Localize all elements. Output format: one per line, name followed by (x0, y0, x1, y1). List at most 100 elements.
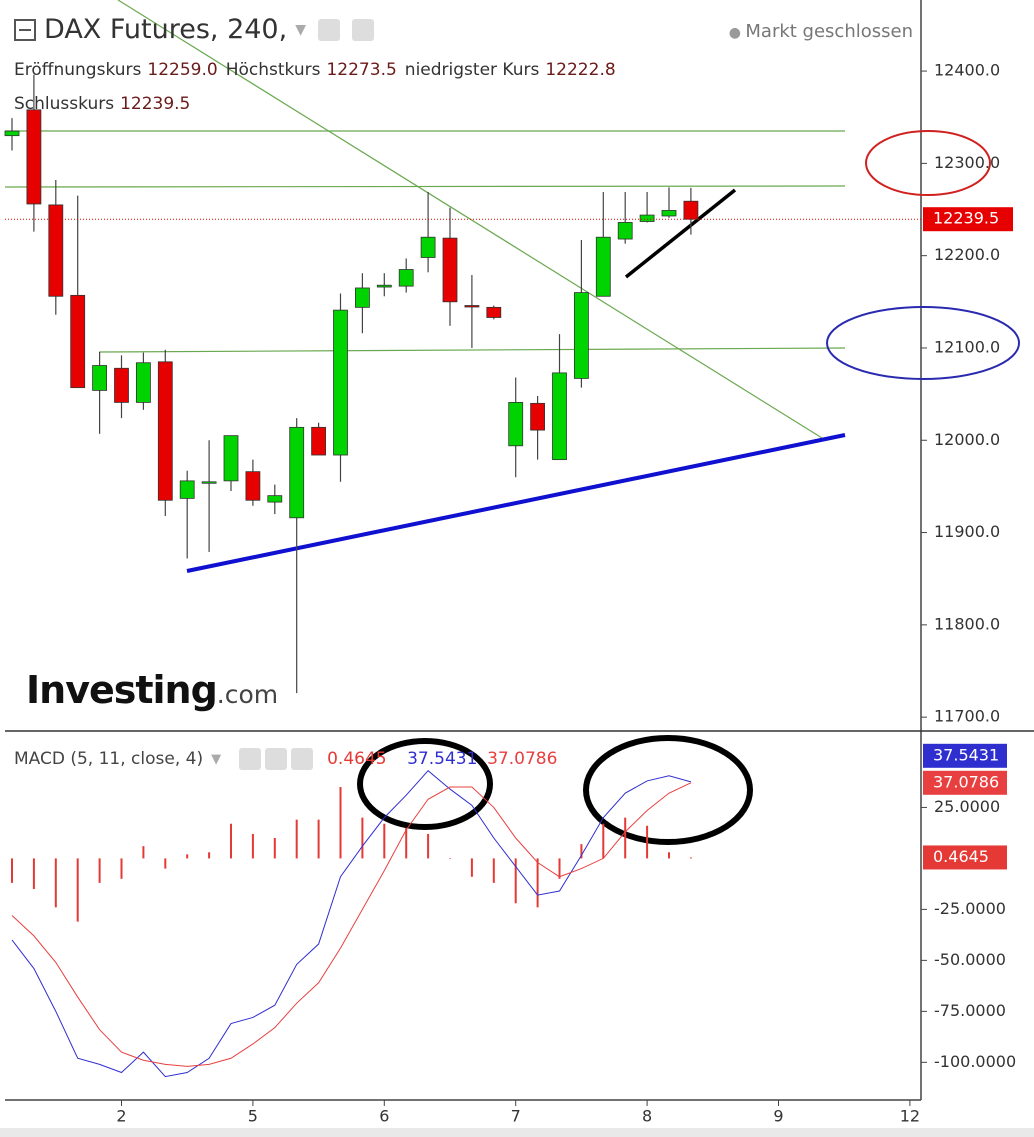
y-tick-label: -25.0000 (934, 899, 1006, 918)
candle-body (552, 372, 567, 461)
chart-header: DAX Futures, 240, ▼ (14, 14, 374, 45)
price-tag (923, 770, 1007, 795)
candle-body (464, 305, 480, 308)
price-tag-label: 37.5431 (933, 745, 999, 764)
dropdown-arrow[interactable]: ▼ (295, 21, 306, 38)
histogram-bar (208, 852, 211, 859)
candle-body (157, 361, 173, 501)
visibility-button[interactable] (239, 748, 262, 770)
histogram-bar (689, 857, 692, 859)
histogram-bar (120, 858, 123, 879)
candle-body (530, 402, 545, 431)
x-tick-label: 2 (116, 1107, 126, 1126)
info-label: Eröffnungskurs (14, 60, 142, 80)
highlight-ellipse (583, 735, 753, 845)
y-tick-label: -100.0000 (934, 1052, 1016, 1071)
histogram-bar (514, 858, 517, 904)
highlight-ellipse (826, 306, 1020, 380)
candle-body (354, 287, 370, 308)
candle-body (574, 292, 589, 379)
histogram-bar (273, 838, 276, 859)
x-tick-label: 9 (773, 1107, 783, 1126)
x-tick-label: 8 (642, 1107, 652, 1126)
indicator-line (11, 770, 692, 1078)
info-value: 12259.0 (147, 60, 218, 80)
ohlc-info: Eröffnungskurs 12259.0 Höchstkurs 12273.5 ni… (14, 60, 624, 80)
candle-body (70, 294, 86, 389)
info-label: Schlusskurs (14, 94, 115, 114)
ohlc-info: Schlusskurs 12239.5 (14, 94, 198, 114)
histogram-bar (54, 858, 57, 908)
candle-body (135, 362, 151, 403)
candle-body (442, 237, 458, 303)
price-tag (923, 845, 1007, 870)
trend-line (4, 185, 846, 188)
candle-body (398, 269, 414, 287)
candle-body (289, 426, 305, 519)
y-tick-label: 11900.0 (934, 522, 1000, 541)
remove-button[interactable] (291, 748, 314, 770)
macd-header: MACD (5, 11, close, 4) ▼ 0.4645 37.5431 … (14, 748, 567, 770)
candle-body (223, 435, 239, 482)
x-tick-label: 7 (511, 1107, 521, 1126)
candle-body (683, 200, 699, 220)
candle-body (26, 109, 42, 205)
logo-brand: Investing (26, 668, 218, 712)
y-tick-label: 12300.0 (934, 153, 1000, 172)
histogram-bar (164, 858, 167, 869)
y-tick-label: 11800.0 (934, 614, 1000, 633)
x-tick-label: 6 (379, 1107, 389, 1126)
candle-body (617, 222, 633, 240)
histogram-bar (668, 852, 670, 859)
info-label: niedrigster Kurs (404, 60, 540, 80)
highlight-ellipse (865, 130, 991, 196)
y-tick-label: -75.0000 (934, 1001, 1006, 1020)
histogram-bar (230, 823, 232, 859)
candle-body (179, 480, 195, 499)
settings-button[interactable] (351, 18, 374, 41)
visibility-button[interactable] (317, 18, 340, 41)
histogram-bar (98, 858, 101, 883)
trend-line (99, 347, 846, 353)
histogram-bar (295, 819, 298, 859)
chart-title: DAX Futures, 240, (44, 14, 288, 45)
logo-suffix: .com (216, 680, 279, 709)
logo: Investing.com (26, 668, 278, 712)
candle-body (595, 236, 611, 297)
y-tick-label: -50.0000 (934, 950, 1006, 969)
histogram-bar (558, 858, 561, 879)
histogram-bar (251, 833, 254, 859)
candle-body (376, 284, 392, 288)
indicator-value: 0.4645 (327, 749, 387, 769)
histogram-bar (492, 858, 495, 883)
histogram-bar (536, 858, 539, 908)
price-tag-label: 0.4645 (933, 847, 989, 866)
histogram-bar (580, 844, 583, 859)
histogram-bar (602, 823, 605, 859)
indicator-value: 37.0786 (487, 749, 558, 769)
candle-body (486, 306, 502, 318)
histogram-bar (405, 827, 408, 859)
histogram-bar (317, 819, 320, 859)
dropdown-arrow[interactable]: ▼ (211, 751, 222, 767)
y-tick-label: 12400.0 (934, 61, 1000, 80)
y-tick-label: 25.0000 (934, 797, 1000, 816)
candle-body (201, 481, 217, 484)
info-value: 12273.5 (326, 60, 397, 80)
y-tick-label: 12000.0 (934, 430, 1000, 449)
candle-body (245, 471, 261, 501)
candle-body (661, 210, 677, 217)
settings-button[interactable] (265, 748, 288, 770)
x-tick-label: 12 (900, 1107, 920, 1126)
indicator-title: MACD (5, 11, close, 4) (14, 749, 204, 769)
drawings (4, 0, 1020, 845)
collapse-button[interactable] (14, 18, 36, 41)
histogram-bar (646, 825, 649, 859)
candle-body (508, 402, 524, 447)
price-tag-label: 12239.5 (933, 209, 999, 228)
candle-body (114, 367, 129, 403)
x-tick-label: 5 (248, 1107, 258, 1126)
